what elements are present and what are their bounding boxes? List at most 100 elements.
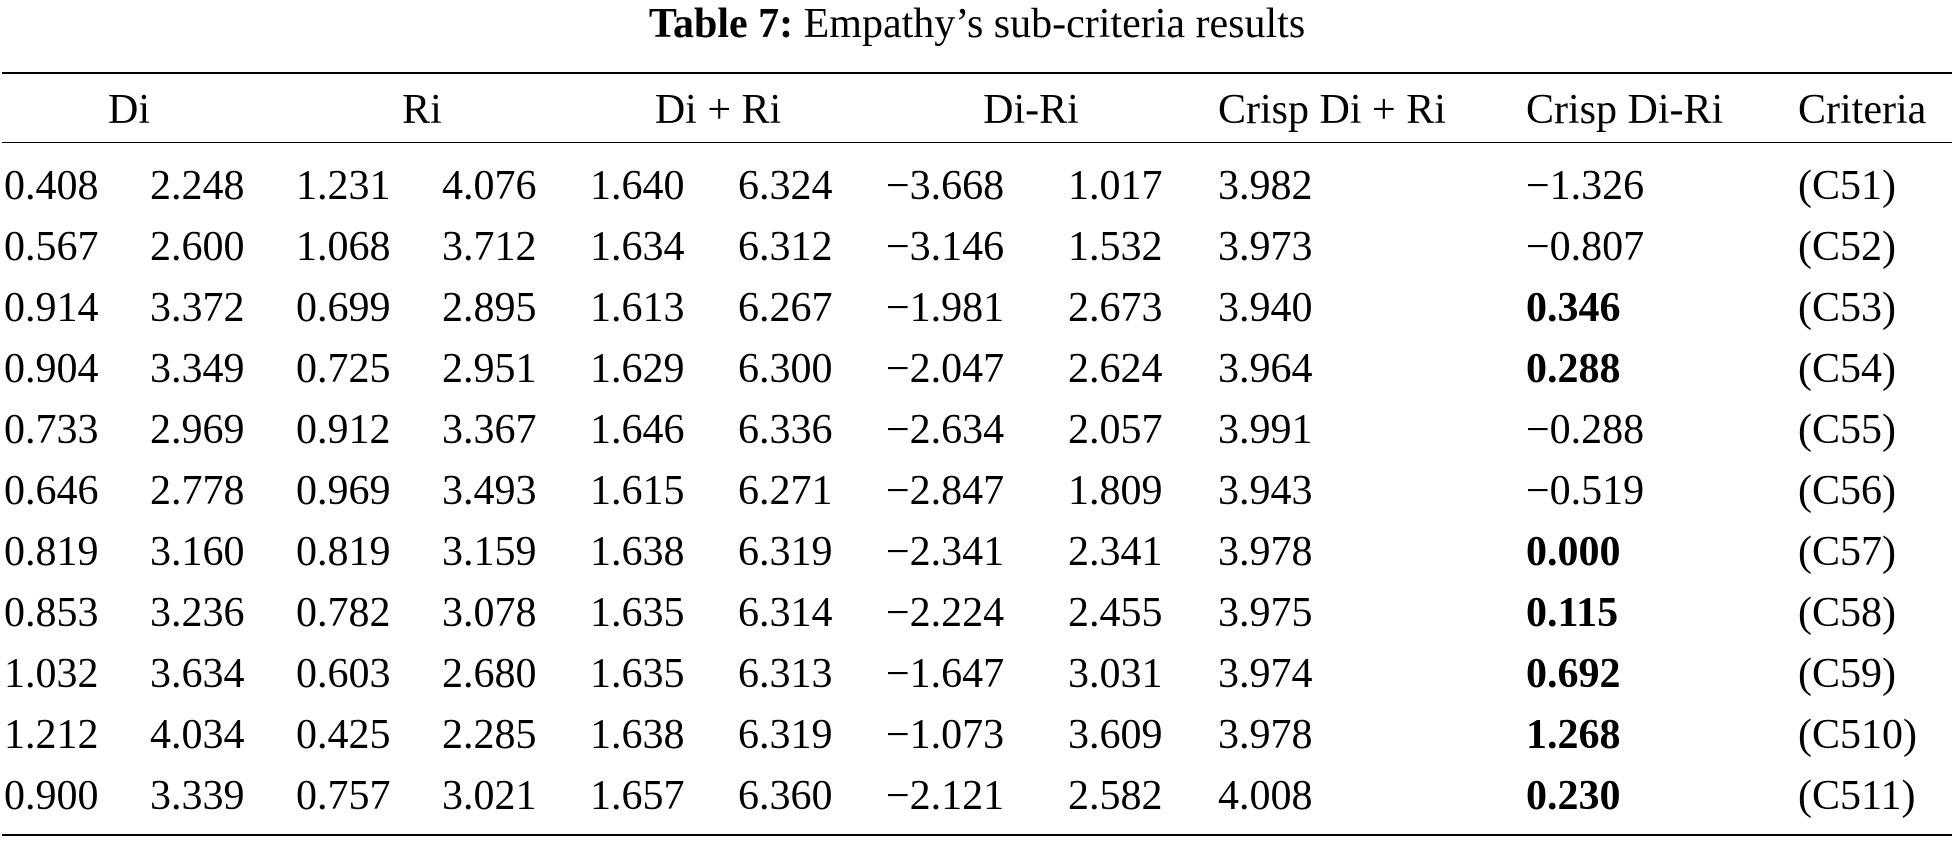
cell-crisp-di-plus-ri: 3.974 [1218, 651, 1313, 697]
cell-di-upper: 3.236 [150, 590, 245, 636]
cell-di-plus-ri-upper: 6.324 [738, 163, 833, 209]
cell-di-plus-ri-lower: 1.634 [590, 224, 685, 270]
table-header: Di Ri Di + Ri Di-Ri Crisp Di + Ri Crisp … [0, 84, 1954, 136]
cell-ri-lower: 0.819 [296, 529, 391, 575]
cell-ri-upper: 3.021 [442, 773, 537, 819]
cell-di-lower: 0.733 [4, 407, 99, 453]
table-caption: Table 7: Empathy’s sub-criteria results [0, 0, 1954, 62]
cell-di-lower: 0.646 [4, 468, 99, 514]
cell-di-plus-ri-lower: 1.638 [590, 712, 685, 758]
cell-di-minus-ri-upper: 2.673 [1068, 285, 1163, 331]
cell-di-minus-ri-upper: 1.809 [1068, 468, 1163, 514]
cell-crisp-di-plus-ri: 3.975 [1218, 590, 1313, 636]
cell-crisp-di-plus-ri: 3.973 [1218, 224, 1313, 270]
cell-criteria: (C511) [1798, 773, 1916, 819]
cell-di-lower: 0.900 [4, 773, 99, 819]
cell-ri-lower: 0.603 [296, 651, 391, 697]
cell-di-lower: 0.408 [4, 163, 99, 209]
cell-di-plus-ri-upper: 6.300 [738, 346, 833, 392]
cell-di-plus-ri-lower: 1.635 [590, 651, 685, 697]
cell-di-plus-ri-lower: 1.640 [590, 163, 685, 209]
cell-crisp-di-plus-ri: 3.978 [1218, 712, 1313, 758]
cell-di-lower: 1.212 [4, 712, 99, 758]
cell-di-minus-ri-lower: −1.647 [886, 651, 1005, 697]
cell-crisp-di-plus-ri: 3.978 [1218, 529, 1313, 575]
table-row: 0.914 3.372 0.699 2.895 1.613 6.267 −1.981 2.67… [0, 278, 1954, 339]
cell-di-plus-ri-lower: 1.629 [590, 346, 685, 392]
cell-di-plus-ri-upper: 6.267 [738, 285, 833, 331]
cell-crisp-di-plus-ri: 3.940 [1218, 285, 1313, 331]
cell-ri-upper: 4.076 [442, 163, 537, 209]
cell-di-minus-ri-lower: −3.668 [886, 163, 1005, 209]
cell-criteria: (C51) [1798, 163, 1896, 209]
cell-ri-lower: 1.068 [296, 224, 391, 270]
cell-di-upper: 3.160 [150, 529, 245, 575]
table-row: 0.733 2.969 0.912 3.367 1.646 6.336 −2.634 2.05… [0, 400, 1954, 461]
table-row: 1.212 4.034 0.425 2.285 1.638 6.319 −1.073 3.60… [0, 705, 1954, 766]
cell-ri-upper: 3.078 [442, 590, 537, 636]
cell-crisp-di-minus-ri: −0.807 [1526, 224, 1645, 270]
cell-di-minus-ri-upper: 1.017 [1068, 163, 1163, 209]
cell-crisp-di-minus-ri: −0.519 [1526, 468, 1645, 514]
cell-criteria: (C58) [1798, 590, 1896, 636]
cell-di-upper: 2.248 [150, 163, 245, 209]
cell-ri-lower: 1.231 [296, 163, 391, 209]
cell-crisp-di-minus-ri: 0.692 [1526, 651, 1621, 697]
cell-di-minus-ri-lower: −1.981 [886, 285, 1005, 331]
cell-di-minus-ri-upper: 2.057 [1068, 407, 1163, 453]
header-crisp-di-minus-ri: Crisp Di-Ri [1526, 87, 1724, 133]
table-row: 0.900 3.339 0.757 3.021 1.657 6.360 −2.121 2.58… [0, 766, 1954, 827]
table-row: 0.646 2.778 0.969 3.493 1.615 6.271 −2.847 1.80… [0, 461, 1954, 522]
cell-crisp-di-plus-ri: 3.943 [1218, 468, 1313, 514]
cell-ri-lower: 0.725 [296, 346, 391, 392]
cell-di-plus-ri-upper: 6.336 [738, 407, 833, 453]
cell-di-upper: 4.034 [150, 712, 245, 758]
cell-crisp-di-minus-ri: 0.346 [1526, 285, 1621, 331]
cell-di-upper: 3.372 [150, 285, 245, 331]
cell-criteria: (C56) [1798, 468, 1896, 514]
header-di-plus-ri: Di + Ri [654, 87, 782, 133]
cell-di-plus-ri-lower: 1.635 [590, 590, 685, 636]
cell-criteria: (C52) [1798, 224, 1896, 270]
table-row: 0.904 3.349 0.725 2.951 1.629 6.300 −2.047 2.62… [0, 339, 1954, 400]
cell-crisp-di-minus-ri: −0.288 [1526, 407, 1645, 453]
cell-crisp-di-minus-ri: 1.268 [1526, 712, 1621, 758]
cell-crisp-di-plus-ri: 3.964 [1218, 346, 1313, 392]
cell-di-minus-ri-lower: −2.224 [886, 590, 1005, 636]
cell-di-minus-ri-lower: −2.047 [886, 346, 1005, 392]
cell-crisp-di-minus-ri: −1.326 [1526, 163, 1645, 209]
header-ri: Ri [402, 87, 442, 133]
cell-di-upper: 3.339 [150, 773, 245, 819]
cell-di-lower: 0.819 [4, 529, 99, 575]
cell-di-minus-ri-upper: 2.455 [1068, 590, 1163, 636]
table-row: 0.567 2.600 1.068 3.712 1.634 6.312 −3.146 1.53… [0, 217, 1954, 278]
cell-ri-lower: 0.425 [296, 712, 391, 758]
cell-di-plus-ri-upper: 6.319 [738, 712, 833, 758]
cell-criteria: (C55) [1798, 407, 1896, 453]
cell-criteria: (C54) [1798, 346, 1896, 392]
cell-crisp-di-minus-ri: 0.288 [1526, 346, 1621, 392]
cell-criteria: (C59) [1798, 651, 1896, 697]
cell-di-plus-ri-upper: 6.312 [738, 224, 833, 270]
cell-di-minus-ri-upper: 2.624 [1068, 346, 1163, 392]
cell-di-plus-ri-lower: 1.638 [590, 529, 685, 575]
cell-criteria: (C510) [1798, 712, 1917, 758]
cell-di-minus-ri-upper: 1.532 [1068, 224, 1163, 270]
cell-di-lower: 0.914 [4, 285, 99, 331]
cell-ri-upper: 2.895 [442, 285, 537, 331]
cell-di-minus-ri-lower: −1.073 [886, 712, 1005, 758]
cell-ri-lower: 0.782 [296, 590, 391, 636]
cell-di-plus-ri-lower: 1.646 [590, 407, 685, 453]
cell-ri-upper: 3.367 [442, 407, 537, 453]
cell-crisp-di-plus-ri: 3.991 [1218, 407, 1313, 453]
cell-di-upper: 2.778 [150, 468, 245, 514]
cell-ri-upper: 2.285 [442, 712, 537, 758]
cell-crisp-di-plus-ri: 3.982 [1218, 163, 1313, 209]
cell-ri-upper: 3.712 [442, 224, 537, 270]
cell-di-minus-ri-lower: −3.146 [886, 224, 1005, 270]
table-row: 0.408 2.248 1.231 4.076 1.640 6.324 −3.668 1.01… [0, 156, 1954, 217]
cell-di-minus-ri-lower: −2.341 [886, 529, 1005, 575]
caption-label: Table 7: [648, 1, 794, 47]
cell-di-minus-ri-lower: −2.634 [886, 407, 1005, 453]
cell-di-minus-ri-lower: −2.847 [886, 468, 1005, 514]
